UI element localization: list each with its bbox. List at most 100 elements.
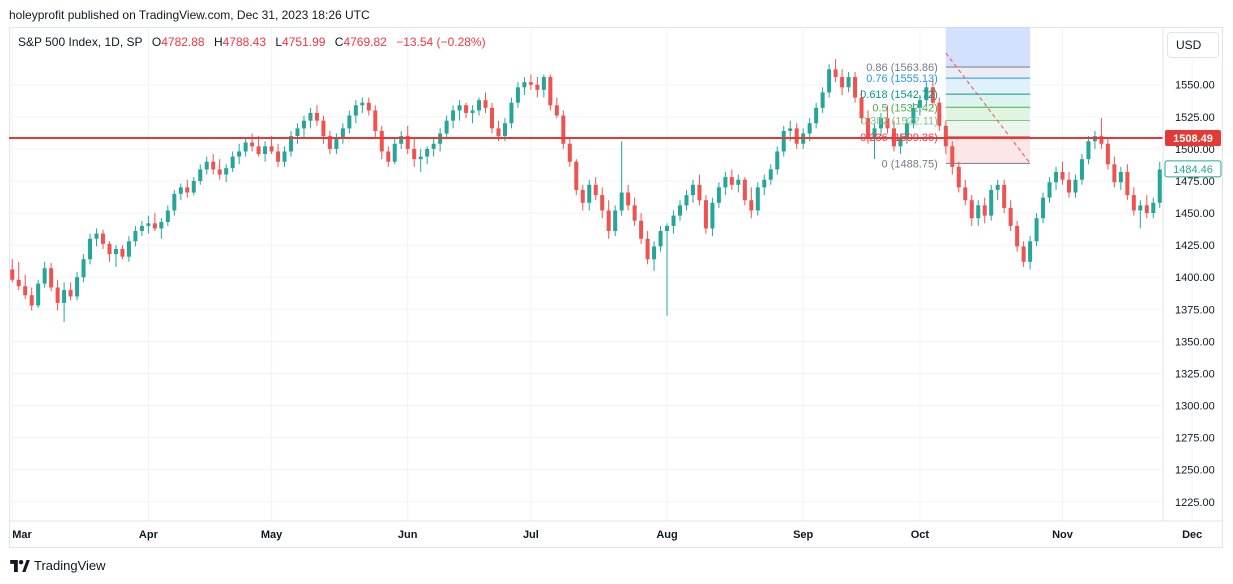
candle-body bbox=[710, 202, 715, 229]
candle bbox=[703, 195, 708, 234]
candle-body bbox=[515, 87, 520, 103]
candle bbox=[165, 205, 170, 226]
candle-body bbox=[256, 146, 261, 155]
candle-body bbox=[982, 205, 987, 216]
candle bbox=[405, 125, 410, 155]
candle bbox=[1112, 156, 1117, 188]
candle-body bbox=[1008, 207, 1013, 226]
candle bbox=[626, 184, 631, 211]
candle bbox=[827, 64, 832, 98]
price-tick-label: 1225.00 bbox=[1175, 497, 1215, 509]
candle bbox=[749, 187, 754, 219]
candle-body bbox=[742, 179, 747, 201]
candle-body bbox=[477, 100, 482, 111]
candle-body bbox=[405, 136, 410, 149]
candle bbox=[775, 146, 780, 175]
candle bbox=[198, 164, 203, 185]
tradingview-footer[interactable]: TradingView bbox=[10, 558, 106, 573]
candle-body bbox=[1112, 164, 1117, 183]
candle bbox=[42, 261, 47, 288]
candle bbox=[49, 263, 54, 292]
candle bbox=[1034, 213, 1039, 247]
candle bbox=[729, 169, 734, 190]
candle-body bbox=[295, 128, 300, 137]
candle-body bbox=[263, 146, 268, 155]
candle bbox=[289, 130, 294, 157]
candle-body bbox=[522, 82, 527, 88]
candle-body bbox=[16, 279, 21, 287]
candle bbox=[230, 151, 235, 172]
time-tick-label: May bbox=[261, 529, 283, 541]
candle-body bbox=[866, 118, 871, 139]
candle-body bbox=[347, 115, 352, 129]
candle-body bbox=[10, 269, 15, 280]
low-value: 4751.99 bbox=[282, 35, 326, 49]
candle bbox=[937, 97, 942, 131]
candle bbox=[1073, 174, 1078, 198]
candle-body bbox=[217, 169, 222, 175]
change-value: −13.54 (−0.28%) bbox=[396, 35, 486, 49]
candle bbox=[301, 115, 306, 139]
candle-body bbox=[425, 148, 430, 157]
candle-body bbox=[418, 156, 423, 160]
time-tick-label: Dec bbox=[1182, 529, 1202, 541]
candle bbox=[762, 174, 767, 196]
candle bbox=[950, 141, 955, 175]
candle bbox=[853, 71, 858, 103]
candle-body bbox=[373, 110, 378, 131]
candle-body bbox=[185, 187, 190, 193]
candle bbox=[878, 112, 883, 137]
candle-body bbox=[781, 130, 786, 152]
candle-body bbox=[29, 295, 34, 306]
fib-level-label: 0.236 (1509.36) bbox=[860, 132, 938, 144]
candle bbox=[204, 156, 209, 175]
symbol-legend: S&P 500 Index, 1D, SP O4782.88 H4788.43 … bbox=[18, 35, 486, 49]
candle bbox=[489, 102, 495, 134]
candle-body bbox=[88, 238, 93, 260]
candle bbox=[658, 225, 663, 252]
candle-body bbox=[645, 238, 650, 260]
candle bbox=[833, 59, 838, 83]
time-tick-label: Sep bbox=[793, 529, 813, 541]
candlestick-chart[interactable]: 0.86 (1563.86)0.76 (1555.13) 0.618 (1542.… bbox=[9, 27, 1223, 548]
price-axis[interactable]: 1550.00 1525.00 1500.00 1475.00 1450.00 1425.… bbox=[1175, 80, 1215, 509]
candle bbox=[911, 102, 916, 129]
price-tick-label: 1250.00 bbox=[1175, 465, 1215, 477]
candle bbox=[347, 110, 352, 134]
price-tick-label: 1550.00 bbox=[1175, 80, 1215, 92]
candle-body bbox=[626, 192, 631, 206]
candle-body bbox=[509, 102, 514, 124]
close-value: 4769.82 bbox=[343, 35, 387, 49]
candle-body bbox=[327, 136, 332, 149]
candle-body bbox=[1105, 143, 1110, 165]
candle-body bbox=[788, 128, 793, 131]
candle-body bbox=[1054, 171, 1059, 183]
candle-body bbox=[243, 142, 248, 152]
candle bbox=[1079, 154, 1084, 185]
candle bbox=[444, 115, 449, 139]
time-axis[interactable]: Mar Apr May Jun Jul Aug Sep Oct Nov Dec bbox=[12, 529, 1202, 541]
candle bbox=[55, 279, 60, 311]
fib-level-label: 0.76 (1555.13) bbox=[866, 73, 938, 85]
candle-body bbox=[464, 105, 469, 113]
fibonacci-retracement[interactable] bbox=[945, 27, 1031, 164]
candle bbox=[684, 189, 689, 211]
candle bbox=[308, 107, 313, 129]
candle-body bbox=[561, 115, 566, 144]
fib-zone bbox=[945, 78, 1031, 95]
candle-body bbox=[976, 205, 981, 219]
candle bbox=[88, 233, 93, 265]
currency-button[interactable]: USD bbox=[1167, 32, 1219, 58]
candle-body bbox=[1079, 159, 1084, 180]
candle-body bbox=[301, 120, 306, 129]
fib-trend-line[interactable] bbox=[945, 52, 1031, 164]
candle bbox=[509, 97, 514, 129]
candles bbox=[10, 59, 1162, 323]
candle-body bbox=[1118, 171, 1123, 183]
candle-body bbox=[950, 146, 955, 167]
candle-body bbox=[606, 210, 611, 232]
candle bbox=[191, 177, 196, 196]
candle bbox=[1092, 130, 1097, 149]
candle-body bbox=[483, 100, 488, 108]
candle bbox=[94, 228, 99, 247]
